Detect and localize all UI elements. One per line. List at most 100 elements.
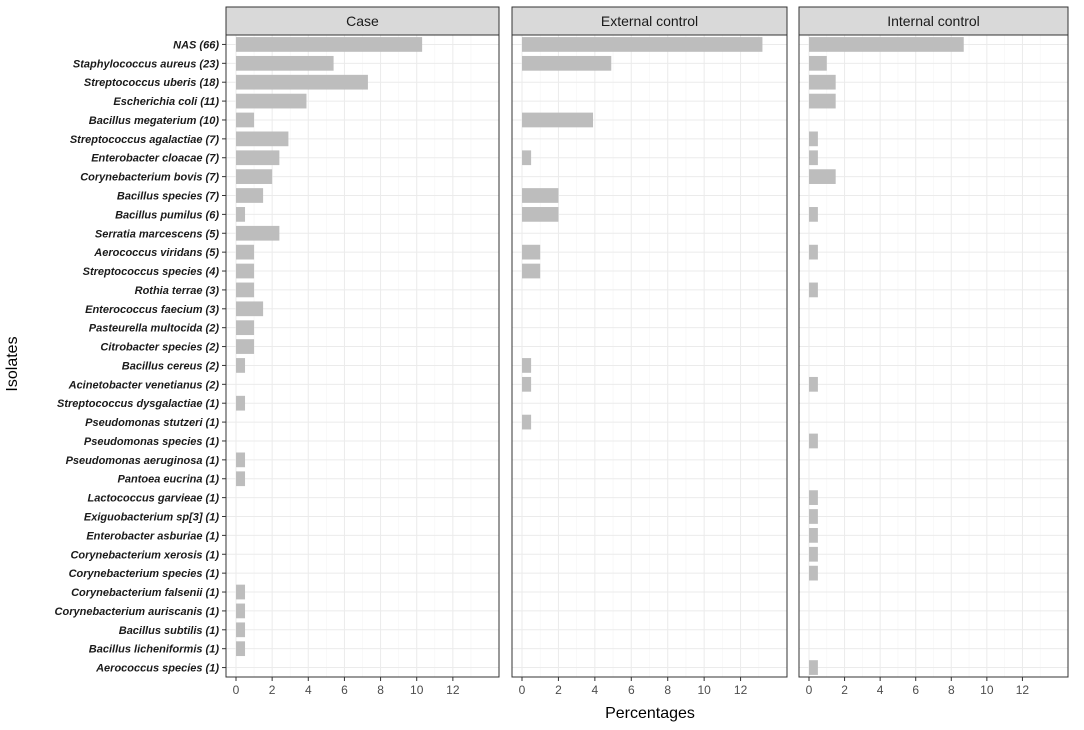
bar	[236, 320, 255, 336]
y-tick-label: Bacillus subtilis (1)	[119, 625, 220, 637]
bar	[236, 358, 246, 373]
y-tick-label: Citrobacter species (2)	[100, 342, 219, 354]
x-tick-label: 2	[555, 683, 562, 697]
y-tick-label: Aerococcus viridans (5)	[93, 247, 219, 259]
bar	[809, 660, 818, 675]
bar	[809, 55, 827, 71]
y-tick-label: Escherichia coli (11)	[113, 96, 219, 108]
bar	[809, 376, 818, 392]
bar	[236, 471, 246, 487]
y-tick-label: Bacillus licheniformis (1)	[89, 644, 220, 656]
bar	[236, 131, 289, 147]
bar	[809, 131, 818, 147]
bar	[236, 282, 255, 298]
panel-strip	[225, 6, 500, 36]
x-tick-label: 4	[877, 683, 884, 697]
bar	[809, 74, 836, 90]
y-tick-label: Exiguobacterium sp[3] (1)	[84, 512, 219, 524]
x-tick-label: 6	[912, 683, 919, 697]
bar	[236, 207, 246, 222]
bar	[809, 93, 836, 109]
bar	[809, 433, 818, 449]
bar	[522, 376, 532, 392]
panel-strip	[798, 6, 1069, 36]
y-tick-label: Streptococcus species (4)	[83, 266, 220, 278]
bar	[809, 282, 818, 298]
x-tick-label: 0	[233, 683, 240, 697]
x-tick-label: 4	[592, 683, 599, 697]
x-tick-label: 0	[806, 683, 813, 697]
bar	[236, 169, 273, 184]
panel-border	[798, 34, 1069, 678]
bar	[522, 150, 532, 166]
x-tick-label: 2	[269, 683, 276, 697]
x-tick-label: 0	[519, 683, 526, 697]
y-tick-label: Streptococcus dysgalactiae (1)	[57, 398, 219, 410]
bar	[809, 565, 818, 581]
bar	[809, 150, 818, 166]
bar	[522, 112, 594, 128]
y-tick-label: Acinetobacter venetianus (2)	[68, 379, 220, 391]
y-tick-label: Pseudomonas aeruginosa (1)	[66, 455, 220, 467]
bar	[809, 207, 818, 222]
bar	[236, 55, 334, 71]
x-tick-label: 10	[697, 683, 711, 697]
y-tick-label: Bacillus pumilus (6)	[115, 209, 219, 221]
y-tick-label: Bacillus cereus (2)	[122, 360, 220, 372]
y-tick-label: Serratia marcescens (5)	[95, 228, 219, 240]
y-tick-label: Pantoea eucrina (1)	[118, 474, 220, 486]
bar	[236, 603, 246, 619]
bar	[236, 641, 246, 657]
bar	[522, 263, 541, 279]
y-tick-label: Aerococcus species (1)	[95, 663, 219, 675]
y-tick-label: Corynebacterium auriscanis (1)	[55, 606, 220, 618]
panel-3: Internal control 0 2 4 6 8 10 12	[798, 6, 1069, 697]
x-tick-label: 12	[734, 683, 748, 697]
y-tick-label: Rothia terrae (3)	[135, 285, 220, 297]
bar	[522, 207, 559, 222]
panel-border	[225, 34, 500, 678]
bar	[522, 244, 541, 260]
bar	[236, 339, 255, 354]
x-tick-label: 8	[377, 683, 384, 697]
y-tick-label: Pseudomonas stutzeri (1)	[85, 417, 219, 429]
y-tick-label: Streptococcus agalactiae (7)	[70, 134, 220, 146]
y-tick-label: Corynebacterium bovis (7)	[80, 172, 219, 184]
y-tick-label: Enterobacter cloacae (7)	[91, 153, 219, 165]
bar	[809, 509, 818, 524]
y-tick-label: Corynebacterium falsenii (1)	[71, 587, 219, 599]
panel-1: Case 0 2 4 6 8 10 12	[225, 6, 500, 697]
y-tick-label: Lactococcus garvieae (1)	[88, 493, 220, 505]
bar	[236, 622, 246, 638]
bar	[236, 395, 246, 411]
y-tick-label: Bacillus megaterium (10)	[89, 115, 220, 127]
x-tick-label: 10	[410, 683, 424, 697]
bar	[236, 301, 264, 317]
bar	[522, 37, 763, 52]
bar	[236, 150, 280, 166]
x-tick-label: 2	[841, 683, 848, 697]
x-tick-label: 12	[1016, 683, 1030, 697]
bar	[522, 358, 532, 373]
bar	[236, 112, 255, 128]
bar	[522, 414, 532, 430]
x-tick-label: 4	[305, 683, 312, 697]
bar	[809, 546, 818, 562]
y-tick-label: Pseudomonas species (1)	[84, 436, 219, 448]
bar	[809, 490, 818, 505]
panel-border	[511, 34, 788, 678]
bar	[236, 93, 307, 109]
x-tick-label: 10	[980, 683, 994, 697]
bar	[236, 263, 255, 279]
x-tick-label: 8	[948, 683, 955, 697]
y-axis-labels: NAS (66) Staphylococcus aureus (23) Strept…	[55, 39, 226, 675]
bar	[522, 188, 559, 203]
y-tick-label: Bacillus species (7)	[117, 191, 219, 203]
panel-title: Internal control	[887, 13, 980, 29]
bar	[236, 225, 280, 241]
y-tick-label: Enterobacter asburiae (1)	[86, 530, 219, 542]
bar	[236, 74, 368, 90]
y-axis-title: Isolates	[4, 336, 21, 391]
panel-title: Case	[346, 13, 379, 29]
